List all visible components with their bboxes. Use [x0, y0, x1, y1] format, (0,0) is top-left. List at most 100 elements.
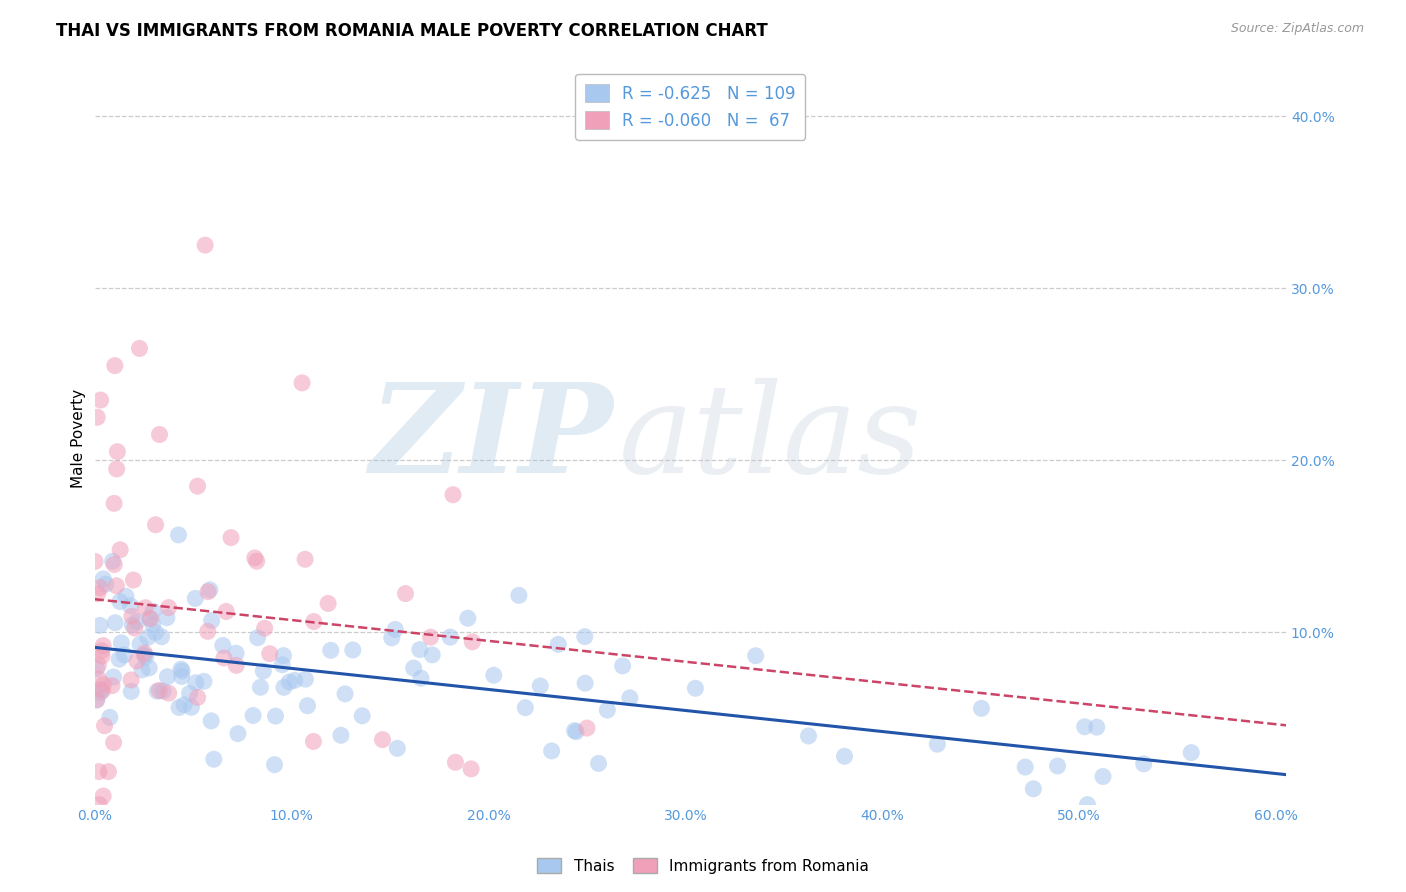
Point: [115, 589, 138, 603]
Point: [136, 631, 159, 645]
Point: [273, 648, 295, 663]
Point: [515, 700, 537, 714]
Point: [1085, 720, 1108, 734]
Point: [508, 588, 530, 602]
Point: [1076, 797, 1098, 812]
Point: [170, 662, 193, 676]
Point: [540, 744, 562, 758]
Point: [342, 643, 364, 657]
Point: [352, 708, 374, 723]
Point: [103, 558, 125, 572]
Point: [157, 686, 180, 700]
Point: [371, 732, 394, 747]
Point: [387, 741, 409, 756]
Point: [284, 673, 307, 688]
Point: [125, 654, 148, 668]
Point: [108, 542, 131, 557]
Point: [249, 680, 271, 694]
Point: [457, 611, 479, 625]
Point: [219, 531, 242, 545]
Point: [103, 735, 125, 749]
Point: [264, 709, 287, 723]
Point: [225, 658, 247, 673]
Point: [529, 679, 551, 693]
Point: [101, 554, 124, 568]
Point: [173, 698, 195, 712]
Point: [108, 594, 131, 608]
Point: [211, 639, 233, 653]
Legend: R = -0.625   N = 109, R = -0.060   N =  67: R = -0.625 N = 109, R = -0.060 N = 67: [575, 74, 806, 140]
Point: [91, 572, 114, 586]
Point: [148, 427, 170, 442]
Point: [134, 646, 156, 660]
Point: [619, 690, 641, 705]
Point: [381, 631, 404, 645]
Point: [574, 676, 596, 690]
Point: [187, 479, 209, 493]
Point: [146, 684, 169, 698]
Point: [575, 721, 598, 735]
Point: [259, 647, 281, 661]
Point: [131, 663, 153, 677]
Point: [402, 661, 425, 675]
Point: [90, 644, 112, 658]
Point: [744, 648, 766, 663]
Point: [87, 672, 110, 686]
Point: [121, 609, 143, 624]
Point: [574, 630, 596, 644]
Point: [110, 636, 132, 650]
Point: [273, 681, 295, 695]
Point: [145, 517, 167, 532]
Point: [302, 734, 325, 748]
Point: [148, 683, 170, 698]
Point: [120, 673, 142, 687]
Point: [91, 648, 114, 663]
Point: [271, 657, 294, 672]
Legend: Thais, Immigrants from Romania: Thais, Immigrants from Romania: [531, 852, 875, 880]
Point: [89, 581, 111, 595]
Point: [145, 625, 167, 640]
Point: [89, 685, 111, 699]
Point: [253, 621, 276, 635]
Point: [225, 646, 247, 660]
Point: [87, 658, 110, 673]
Point: [970, 701, 993, 715]
Point: [439, 630, 461, 644]
Point: [180, 700, 202, 714]
Point: [197, 624, 219, 639]
Point: [86, 693, 108, 707]
Point: [93, 677, 115, 691]
Point: [441, 488, 464, 502]
Point: [1132, 756, 1154, 771]
Point: [1046, 759, 1069, 773]
Point: [152, 684, 174, 698]
Point: [316, 596, 339, 610]
Point: [139, 612, 162, 626]
Point: [1091, 770, 1114, 784]
Point: [172, 664, 194, 678]
Point: [105, 579, 128, 593]
Point: [104, 615, 127, 630]
Point: [90, 682, 112, 697]
Point: [1014, 760, 1036, 774]
Point: [90, 393, 112, 408]
Point: [105, 444, 128, 458]
Point: [200, 714, 222, 728]
Point: [565, 724, 588, 739]
Point: [94, 577, 117, 591]
Point: [187, 690, 209, 705]
Point: [121, 618, 143, 632]
Point: [167, 528, 190, 542]
Point: [134, 648, 156, 662]
Point: [278, 675, 301, 690]
Point: [184, 591, 207, 606]
Point: [125, 615, 148, 629]
Point: [170, 669, 193, 683]
Point: [246, 631, 269, 645]
Text: Source: ZipAtlas.com: Source: ZipAtlas.com: [1230, 22, 1364, 36]
Point: [91, 639, 114, 653]
Point: [150, 630, 173, 644]
Point: [91, 789, 114, 803]
Point: [156, 670, 179, 684]
Point: [112, 648, 135, 662]
